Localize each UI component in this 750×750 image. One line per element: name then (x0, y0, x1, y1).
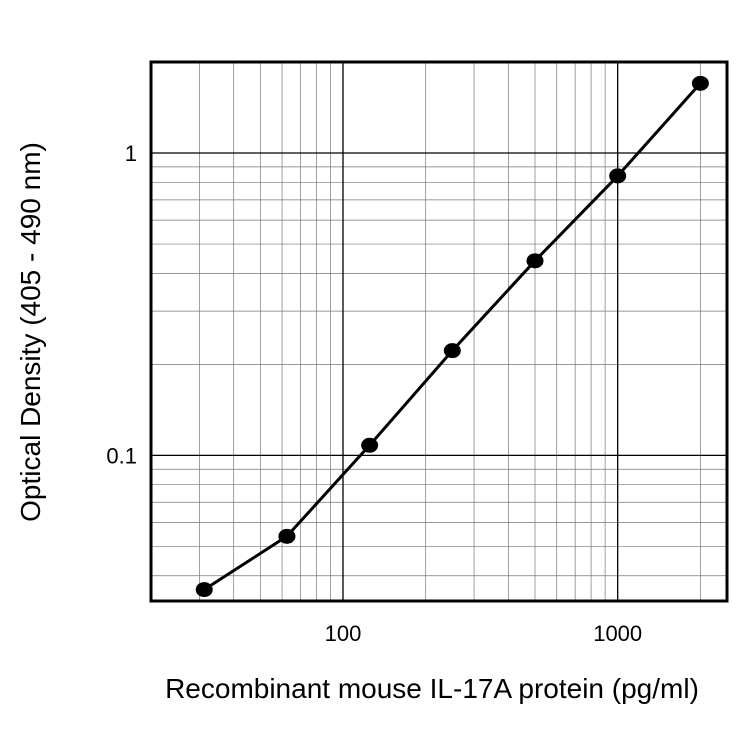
grid-major (151, 62, 727, 601)
x-tick-label: 100 (325, 621, 362, 646)
data-point (609, 168, 627, 184)
grid-minor (150, 61, 727, 601)
plot-frame (149, 60, 729, 603)
y-axis-title: Optical Density (405 - 490 nm) (15, 142, 46, 522)
y-tick-label: 1 (125, 141, 137, 166)
data-point (361, 437, 379, 453)
x-axis-title: Recombinant mouse IL-17A protein (pg/ml) (165, 673, 699, 704)
data-point (278, 528, 296, 544)
data-point (443, 343, 461, 359)
tick-labels: 100 1000 0.1 1 (106, 141, 642, 646)
data-point (195, 582, 213, 598)
y-tick-label: 0.1 (106, 443, 137, 468)
data-point (691, 75, 709, 91)
x-tick-label: 1000 (593, 621, 642, 646)
series-layer (195, 75, 709, 598)
series-line (203, 82, 702, 591)
data-point (526, 253, 544, 269)
